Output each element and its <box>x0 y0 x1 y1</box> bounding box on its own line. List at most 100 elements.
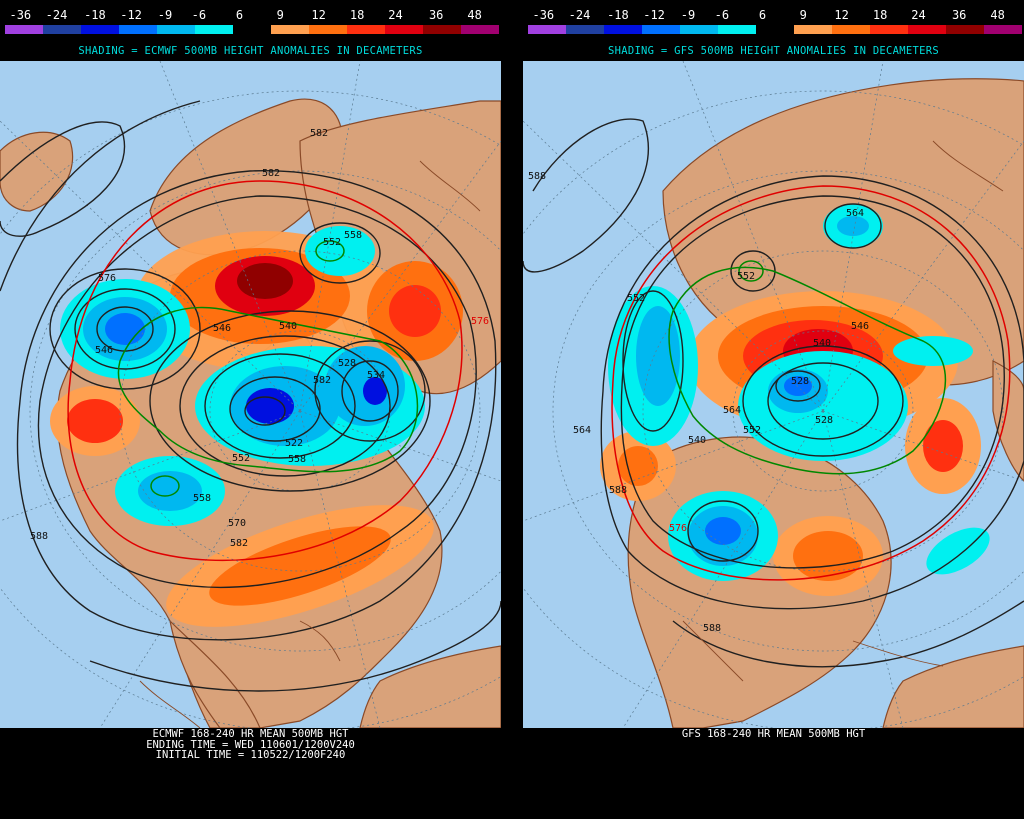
scale-tick-label: -36 <box>9 8 32 22</box>
footer-line-2: ENDING TIME = WED 110601/1200V240 <box>146 738 355 751</box>
neg-anomaly-se <box>926 527 990 575</box>
contour-label: 588 <box>528 171 546 182</box>
scale-swatch <box>233 25 271 34</box>
scale-tick-label: 18 <box>872 8 888 22</box>
scale-tick-label: 9 <box>799 8 807 22</box>
scale-swatch <box>119 25 157 34</box>
contour-label: 564 <box>846 208 864 219</box>
height-contours <box>0 100 501 692</box>
gfs-map-svg: 5885645525525645405285285525465405645765… <box>523 61 1024 728</box>
scale-tick-label: -18 <box>84 8 106 22</box>
scale-swatch <box>461 25 499 34</box>
contour-label: 582 <box>230 538 248 549</box>
neg-anomaly-north <box>305 226 375 276</box>
footer-line-1: ECMWF 168-240 HR MEAN 500MB HGT <box>152 728 349 740</box>
contour-label: 540 <box>688 435 706 446</box>
scale-swatch <box>984 25 1022 34</box>
scale-swatch <box>566 25 604 34</box>
anomaly-shading <box>50 226 463 627</box>
anomaly-color-scale: -36 -24 -18 -12 -9 -6 6 9 12 18 24 36 48 <box>523 0 1024 40</box>
contour-label: 522 <box>285 438 303 449</box>
red-576-contour <box>67 180 463 562</box>
scale-swatches <box>5 25 499 34</box>
contour-label: 546 <box>851 321 869 332</box>
contour-label: 588 <box>609 485 627 496</box>
shading-header: SHADING = ECMWF 500MB HEIGHT ANOMALIES I… <box>78 45 423 57</box>
scale-tick-labels: -36 -24 -18 -12 -9 -6 6 9 12 18 24 36 48 <box>0 7 501 23</box>
contour-label: 588 <box>703 623 721 634</box>
contour-label: 564 <box>573 425 591 436</box>
scale-tick-label: -24 <box>568 8 591 22</box>
scale-swatch <box>870 25 908 34</box>
scale-tick-label: 9 <box>276 8 284 22</box>
ecmwf-map: 582 582 558 576 546 552 534 528 522 540 558 546 570 5… <box>0 61 501 728</box>
contour-label: 534 <box>367 370 385 381</box>
ecmwf-panel: -36 -24 -18 -12 -9 -6 6 9 12 18 24 36 48 SHADING = E… <box>0 0 501 819</box>
scale-tick-label: -12 <box>120 8 142 22</box>
scale-swatch <box>347 25 385 34</box>
scale-swatch <box>309 25 347 34</box>
contour-label: 552 <box>743 425 761 436</box>
contour-label: 552 <box>627 293 645 304</box>
coast-detail <box>139 160 481 728</box>
scale-swatch <box>157 25 195 34</box>
scale-tick-label: 24 <box>911 8 926 22</box>
land-south-america <box>882 645 1024 728</box>
scale-swatches <box>528 25 1022 34</box>
anomaly-color-scale: -36 -24 -18 -12 -9 -6 6 9 12 18 24 36 48 <box>0 0 501 40</box>
map-footer: ECMWF 168-240 HR MEAN 500MB HGT ENDING T… <box>0 729 501 761</box>
neg-anomaly-center <box>738 351 908 461</box>
contour-label: 552 <box>737 271 755 282</box>
scale-swatch <box>794 25 832 34</box>
scale-swatch <box>946 25 984 34</box>
contour-labels: 5885645525525645405285285525465405645765… <box>528 171 869 634</box>
contour-label: 546 <box>95 345 113 356</box>
scale-tick-label: 36 <box>428 8 444 22</box>
scale-swatch <box>908 25 946 34</box>
contour-label: 582 <box>313 375 331 386</box>
contour-label: 588 <box>30 531 48 542</box>
scale-swatch <box>718 25 756 34</box>
contour-label: 558 <box>193 493 211 504</box>
footer-line-3: INITIAL TIME = 110522/1200F240 <box>155 749 346 761</box>
contour-labels: 582 582 558 576 546 552 534 528 522 540 558 546 570 5… <box>30 128 489 549</box>
scale-tick-label: 12 <box>311 8 326 22</box>
scale-tick-label: 18 <box>349 8 365 22</box>
scale-tick-label: 36 <box>951 8 967 22</box>
contour-label: 564 <box>723 405 741 416</box>
scale-tick-label: -6 <box>714 8 730 22</box>
contour-label: 558 <box>288 454 306 465</box>
scale-swatch <box>604 25 642 34</box>
scale-tick-label: -36 <box>532 8 555 22</box>
scale-swatch <box>195 25 233 34</box>
scale-tick-label: -12 <box>643 8 665 22</box>
contour-label: 552 <box>232 453 250 464</box>
scale-tick-label: -9 <box>680 8 696 22</box>
scale-tick-label: -18 <box>607 8 629 22</box>
green-552-contour <box>668 260 947 475</box>
gfs-map: 588 564 552 552 564 540 528 528 552 546 540 564 576 5… <box>523 61 1024 728</box>
neg-anomaly-e <box>893 336 973 366</box>
contour-label: 576 <box>669 523 687 534</box>
panel-divider <box>501 0 523 819</box>
contour-label: 540 <box>813 338 831 349</box>
scale-swatch <box>642 25 680 34</box>
lat-lon-grid <box>523 61 1024 728</box>
contour-label: 528 <box>791 376 809 387</box>
scale-swatch <box>832 25 870 34</box>
scale-tick-label: -24 <box>45 8 68 22</box>
footer-line-1: GFS 168-240 HR MEAN 500MB HGT <box>681 728 866 740</box>
scale-tick-label: 24 <box>388 8 403 22</box>
scale-swatch <box>680 25 718 34</box>
scale-swatch <box>528 25 566 34</box>
contour-label: 576 <box>471 316 489 327</box>
coast-detail <box>682 140 1004 682</box>
land-africa-edge <box>992 360 1024 482</box>
gfs-panel: -36 -24 -18 -12 -9 -6 6 9 12 18 24 36 48 SHADING = G… <box>523 0 1024 819</box>
scale-tick-label: -9 <box>157 8 173 22</box>
contour-label: 552 <box>323 237 341 248</box>
contour-label: 540 <box>279 321 297 332</box>
land-south-america <box>359 645 501 728</box>
scale-tick-label: 12 <box>834 8 849 22</box>
red-576-contour <box>611 185 1011 581</box>
